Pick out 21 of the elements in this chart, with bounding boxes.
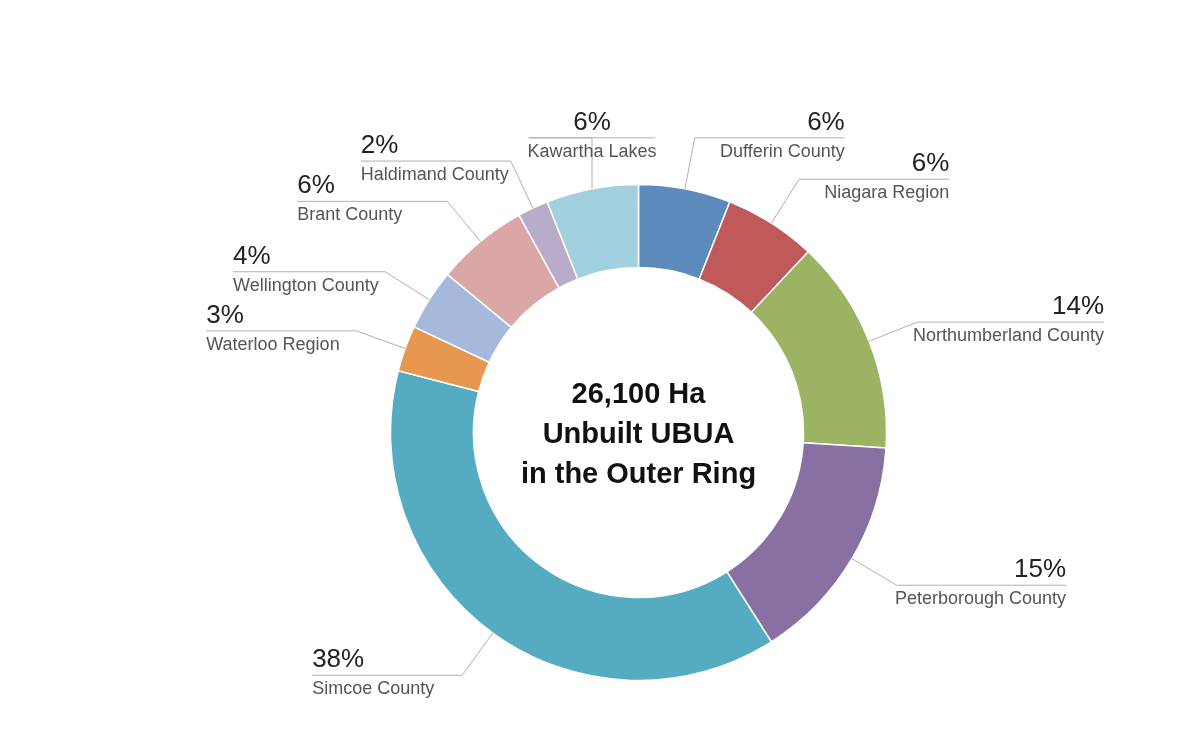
data-label: 6% — [297, 169, 335, 200]
data-label: 14% — [1051, 290, 1105, 321]
slice-label: Niagara Region — [824, 182, 950, 203]
text: 26,100 Ha Unbuilt UBUA in the Outer Ring — [520, 376, 757, 489]
slice-label: Dufferin County — [719, 140, 845, 161]
data-label: 6% — [807, 105, 845, 136]
slice-label: Peterborough County — [895, 588, 1067, 609]
slice-label: Haldimand County — [360, 164, 509, 185]
slice-label: Brant County — [297, 204, 403, 225]
data-label: 6% — [911, 147, 950, 178]
data-label: 4% — [233, 239, 271, 270]
slice-label: Northumberland County — [912, 325, 1105, 346]
slice-label: Waterloo Region — [206, 333, 340, 354]
slice-label: Wellington County — [233, 274, 379, 295]
data-label: 38% — [312, 643, 365, 674]
data-label: 15% — [1014, 553, 1067, 584]
data-label: 2% — [360, 129, 399, 160]
data-label: 6% — [573, 105, 611, 136]
slice-label: Kawartha Lakes — [527, 140, 657, 161]
data-label: 3% — [206, 298, 244, 329]
slice-label: Simcoe County — [312, 678, 435, 699]
